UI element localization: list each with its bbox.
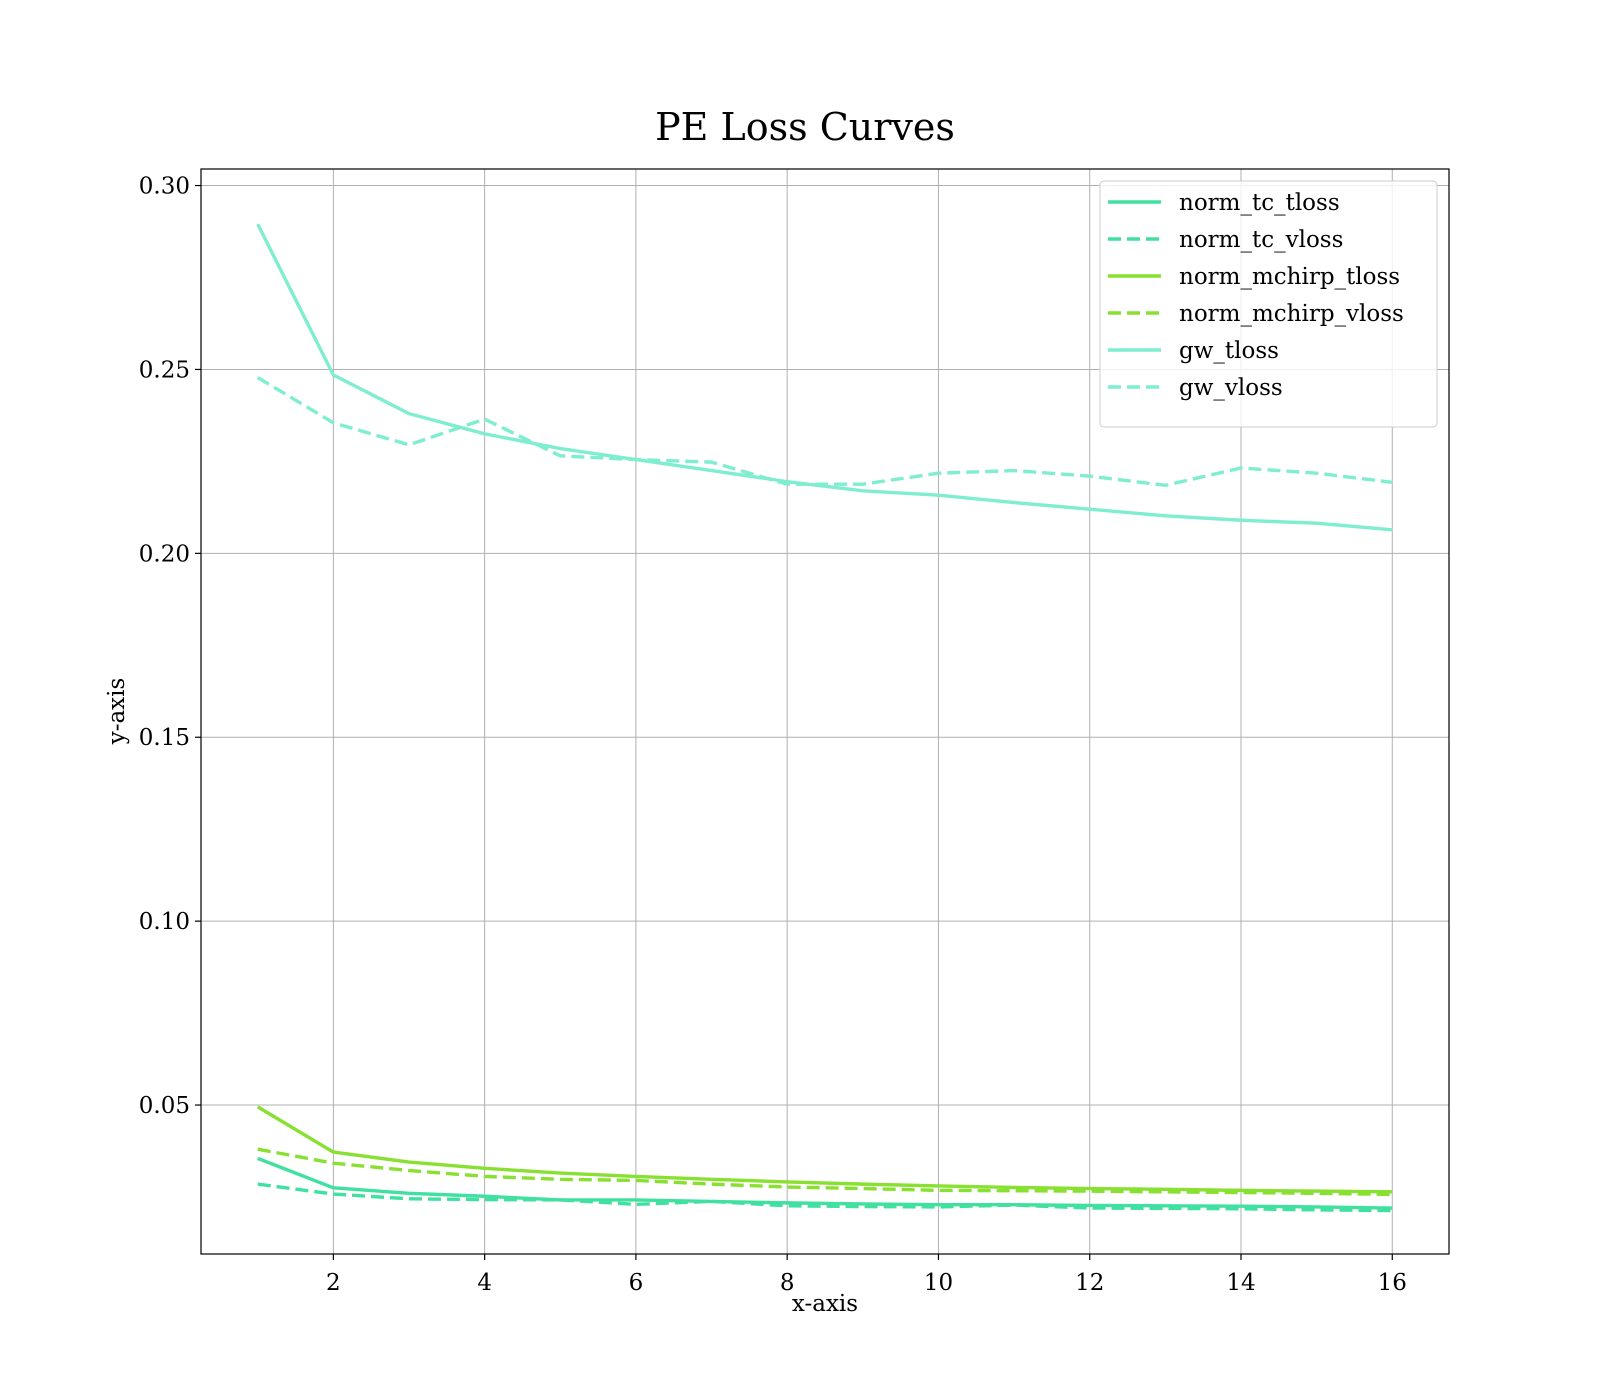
x-tick-label: 12 [1075,1270,1104,1296]
series-lines [256,223,1393,1213]
legend-label: norm_mchirp_vloss [1179,301,1404,327]
y-axis-label: y-axis [104,678,130,746]
legend-label: norm_tc_vloss [1179,227,1343,253]
legend-label: gw_vloss [1179,375,1283,401]
series-line-norm-mchirp-vloss [257,1147,1393,1197]
y-tick-label: 0.25 [139,357,190,383]
y-tick-label: 0.10 [139,909,190,935]
chart-title: PE Loss Curves [655,105,955,149]
series-line-gw-vloss [256,376,1393,488]
x-tick-label: 4 [477,1270,492,1296]
y-tick-label: 0.30 [139,174,190,200]
y-tick-label: 0.15 [139,725,190,751]
x-tick-label: 6 [629,1270,644,1296]
legend-label: norm_tc_tloss [1179,190,1340,216]
x-tick-label: 14 [1226,1270,1255,1296]
legend-label: norm_mchirp_tloss [1179,264,1400,290]
legend: norm_tc_tloss norm_tc_vloss norm_mchirp_tl… [1099,180,1438,428]
legend-box [1099,180,1438,428]
x-axis-label: x-axis [792,1291,858,1317]
series-line-norm-mchirp-tloss [256,1105,1393,1194]
series-line-gw-tloss [256,223,1393,532]
axis-ticks: 2 4 6 8 10 12 14 16 0.05 0.10 0.15 0.20 0.25 0.30 [139,174,1407,1296]
x-tick-label: 10 [924,1270,953,1296]
y-tick-label: 0.05 [139,1093,190,1119]
x-tick-label: 2 [326,1270,341,1296]
x-tick-label: 8 [780,1270,795,1296]
series-line-norm-tc-tloss [257,1156,1393,1210]
x-tick-label: 16 [1378,1270,1407,1296]
plot-frame [200,168,1450,1255]
legend-label: gw_tloss [1179,338,1279,364]
y-tick-label: 0.20 [139,541,190,567]
